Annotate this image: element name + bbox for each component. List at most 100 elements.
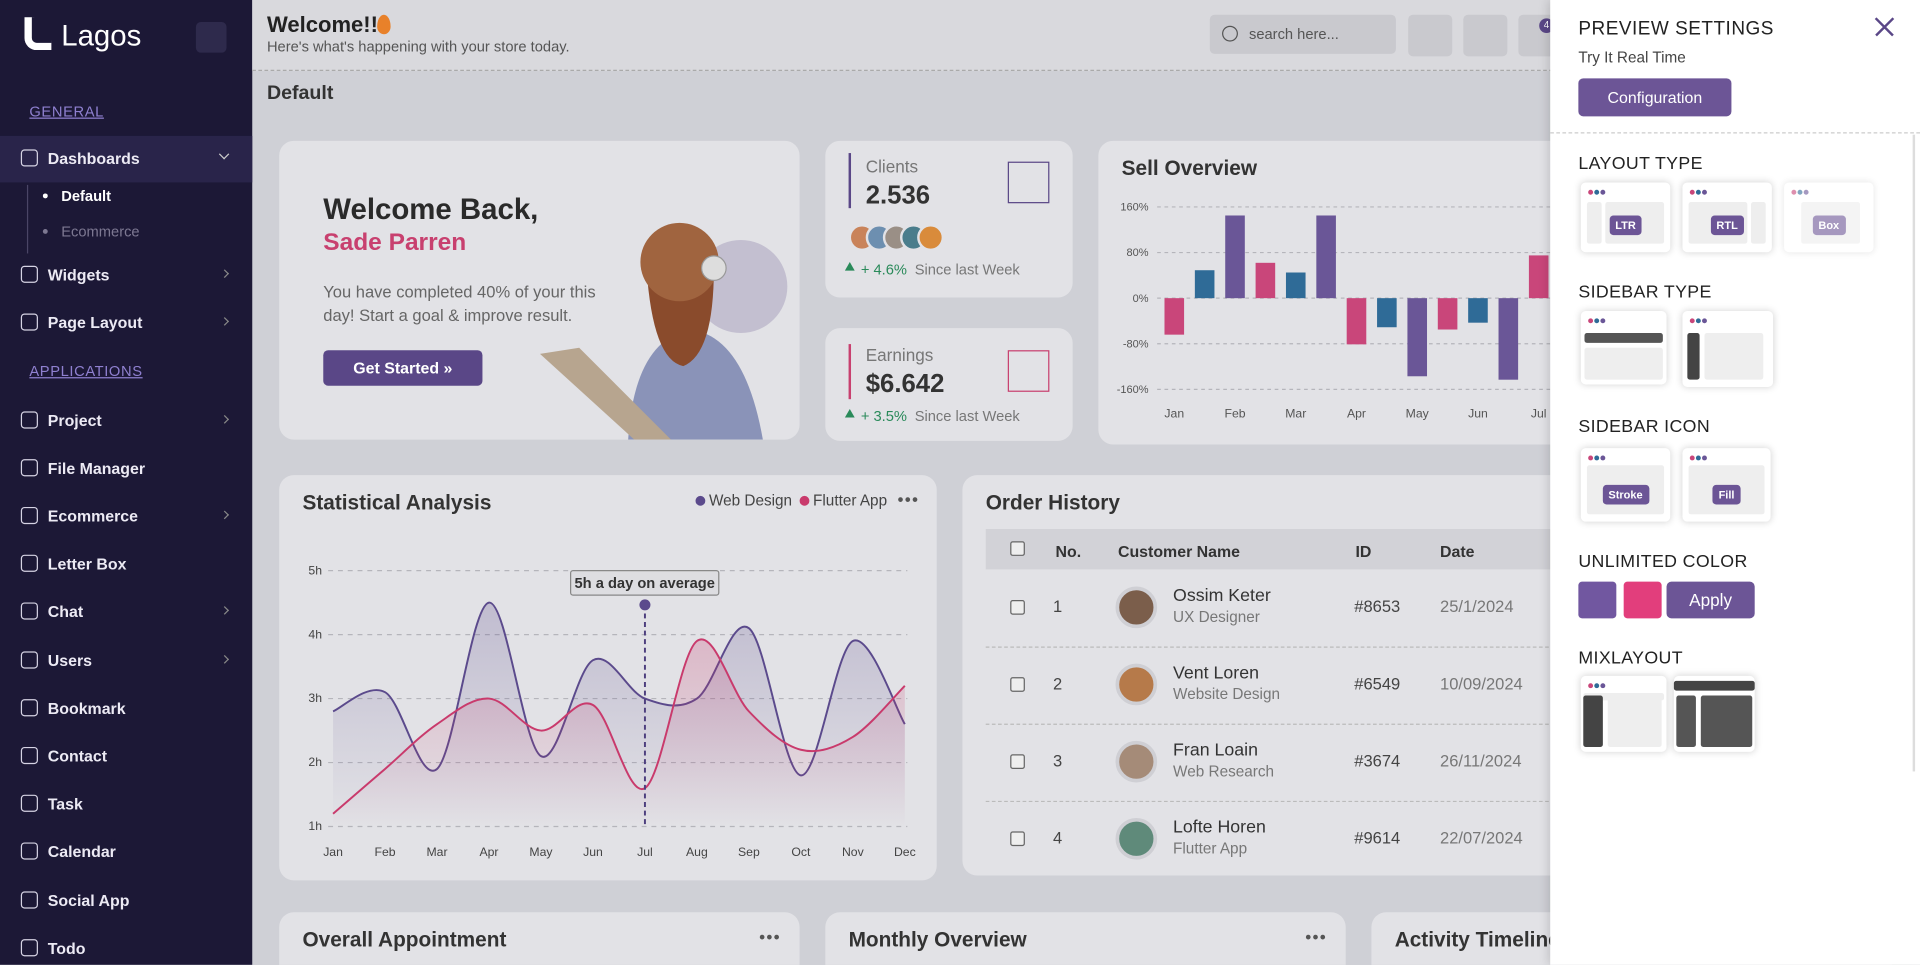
stat-card: Clients 2.536 + 4.6% Since last Week	[825, 140, 1073, 298]
color-swatch[interactable]	[1623, 581, 1662, 619]
sidebar-type-option[interactable]	[1682, 311, 1774, 387]
accent-line	[848, 153, 852, 209]
layout-part	[1704, 333, 1764, 380]
dot	[1689, 189, 1695, 195]
dot	[1588, 455, 1594, 461]
order-date: 25/1/2024	[1440, 597, 1514, 616]
layout-option[interactable]: Box	[1784, 182, 1874, 253]
menu-icon	[20, 506, 38, 525]
dot	[1594, 455, 1600, 461]
legend-dot	[695, 495, 706, 506]
welcome-title: Welcome Back,	[323, 193, 539, 227]
more-menu[interactable]: •••	[759, 926, 781, 947]
menu-item[interactable]: File Manager	[47, 458, 146, 478]
illustration-laptop	[540, 347, 672, 440]
scrollbar	[1912, 134, 1916, 772]
mix-layout-option[interactable]	[1673, 675, 1755, 752]
chevron	[220, 654, 230, 664]
checkbox[interactable]	[1010, 831, 1025, 847]
dot	[1695, 318, 1701, 324]
mix-layout-option[interactable]	[1580, 675, 1667, 752]
option-pill: LTR	[1609, 215, 1642, 236]
layout-part	[1700, 695, 1753, 747]
layout-option[interactable]: RTL	[1682, 182, 1772, 253]
get-started-button[interactable]: Get Started »	[323, 350, 483, 386]
color-swatch[interactable]	[1578, 581, 1617, 619]
column-header: ID	[1355, 542, 1372, 561]
order-history-card: Order History No. Customer Name ID Date 1 Ossi…	[962, 475, 1600, 876]
bottom-card: Overall Appointment •••	[279, 912, 800, 965]
menu-item[interactable]: Project	[47, 410, 102, 430]
order-date: 10/09/2024	[1440, 674, 1523, 694]
dot	[1695, 455, 1701, 461]
menu-item[interactable]: Todo	[47, 938, 86, 958]
submenu-bullet	[42, 193, 48, 199]
menu-toggle[interactable]	[195, 22, 227, 53]
submenu-bullet	[42, 229, 48, 235]
more-menu[interactable]: •••	[897, 489, 920, 510]
menu-item[interactable]: Ecommerce	[47, 506, 139, 526]
menu-icon	[20, 746, 38, 765]
dot	[1702, 318, 1707, 324]
sidebar-icon-option[interactable]: Stroke	[1580, 448, 1671, 522]
order-date: 26/11/2024	[1440, 751, 1522, 771]
menu-icon	[20, 149, 38, 167]
menu-item[interactable]: Page Layout	[47, 313, 143, 333]
welcome-name: Sade Parren	[323, 228, 467, 256]
panel-title: PREVIEW SETTINGS	[1578, 18, 1774, 40]
dot	[1588, 189, 1594, 195]
submenu-item[interactable]: Ecommerce	[61, 223, 140, 241]
fire-icon	[377, 14, 391, 35]
menu-item[interactable]: Contact	[47, 746, 108, 766]
chevron	[220, 606, 230, 616]
checkbox[interactable]	[1010, 600, 1025, 615]
illustration-head	[640, 222, 719, 302]
layout-part	[1584, 347, 1663, 380]
menu-item[interactable]: Task	[47, 794, 83, 814]
checkbox[interactable]	[1010, 541, 1025, 556]
customer-avatar	[1115, 586, 1158, 629]
sidebar-type-option[interactable]	[1580, 311, 1667, 385]
apply-button[interactable]: Apply	[1666, 581, 1755, 619]
layout-option[interactable]: LTR	[1580, 182, 1671, 253]
sidebar-icon-option[interactable]: Fill	[1682, 448, 1771, 522]
search-box[interactable]: search here...	[1209, 14, 1396, 54]
legend-label: Web Design	[708, 492, 793, 510]
column-header: No.	[1055, 542, 1082, 561]
stat-label: Clients	[865, 156, 919, 177]
menu-item[interactable]: Letter Box	[47, 554, 127, 574]
chevron	[220, 510, 230, 520]
dot	[1600, 683, 1606, 689]
customer-role: Web Research	[1173, 762, 1275, 781]
section-title: GENERAL	[29, 102, 104, 121]
table-header-bg	[985, 528, 1598, 570]
customer-role: UX Designer	[1173, 608, 1260, 626]
row-divider	[985, 723, 1598, 725]
configuration-button[interactable]: Configuration	[1578, 78, 1732, 117]
customer-avatar	[1115, 817, 1158, 860]
menu-item[interactable]: Calendar	[47, 842, 116, 862]
header-button[interactable]	[1463, 14, 1508, 57]
menu-item[interactable]: Widgets	[47, 265, 110, 285]
menu-icon	[20, 698, 38, 717]
menu-item[interactable]: Chat	[47, 602, 84, 622]
submenu-item[interactable]: Default	[61, 187, 112, 205]
illustration-body	[628, 329, 763, 440]
layout-part	[1584, 333, 1663, 343]
checkbox[interactable]	[1010, 754, 1025, 769]
checkbox[interactable]	[1010, 677, 1025, 692]
menu-item[interactable]: Dashboards	[47, 149, 140, 168]
more-menu[interactable]: •••	[1305, 926, 1328, 947]
menu-item[interactable]: Users	[47, 650, 93, 670]
layout-part	[1583, 695, 1603, 747]
menu-item[interactable]: Social App	[47, 890, 130, 910]
legend-label: Flutter App	[813, 492, 888, 510]
dot	[1803, 189, 1809, 195]
dot	[1594, 318, 1600, 324]
header-button[interactable]	[1408, 14, 1453, 57]
order-date: 22/07/2024	[1440, 828, 1523, 848]
menu-item[interactable]: Bookmark	[47, 698, 126, 718]
dot	[1588, 683, 1594, 689]
